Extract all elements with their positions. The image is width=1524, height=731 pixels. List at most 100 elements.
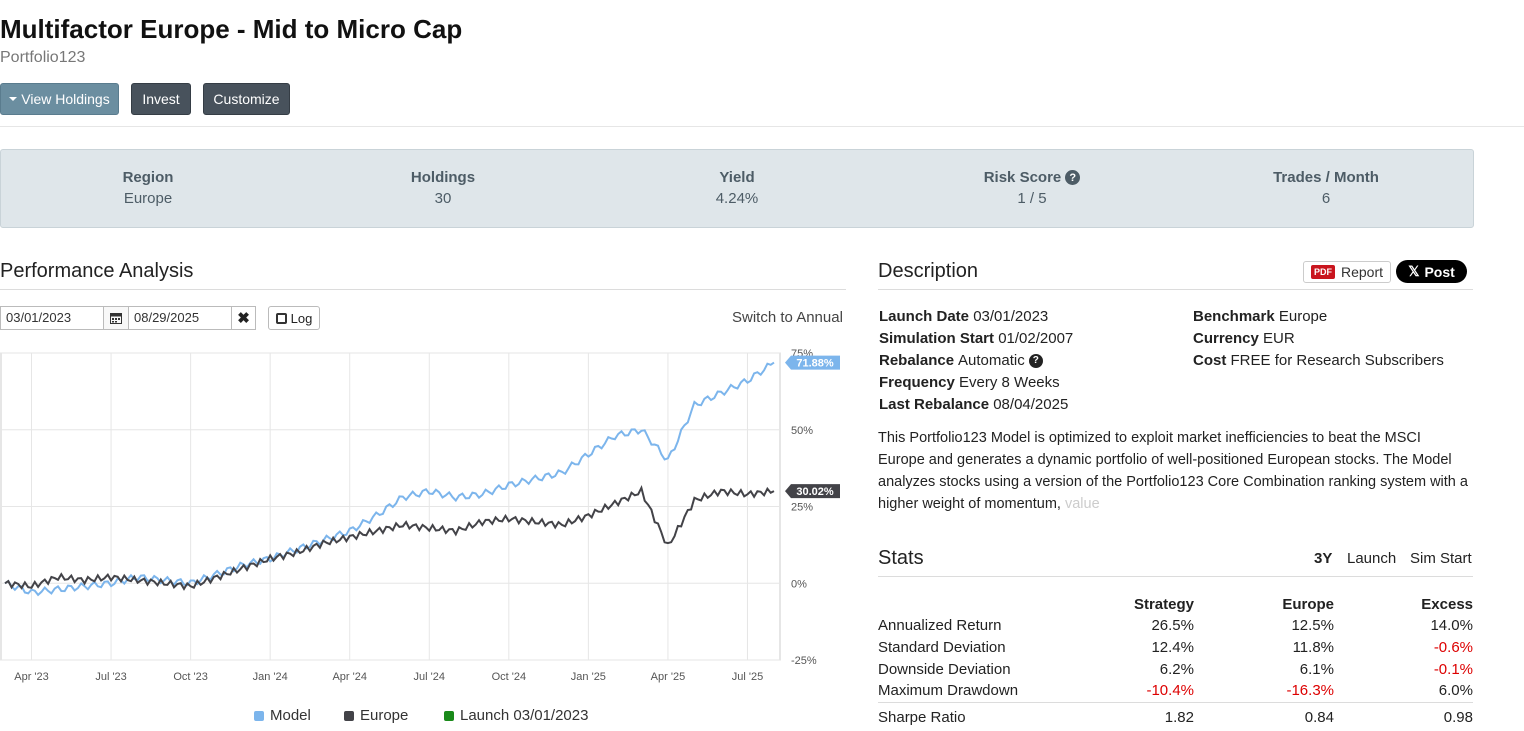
page-subtitle: Portfolio123 [0, 49, 86, 66]
post-label: Post [1424, 263, 1455, 280]
legend-item-launch[interactable]: Launch 03/01/2023 [444, 707, 588, 724]
tab-launch[interactable]: Launch [1347, 550, 1397, 567]
summary-label: Region [122, 169, 174, 186]
table-row: Annualized Return 26.5% 12.5% 14.0% [878, 614, 1473, 636]
y-tick-label: 25% [791, 502, 813, 514]
stat-value: 6.1% [1299, 660, 1334, 678]
stats-title: Stats [878, 547, 924, 569]
summary-label: Yield [719, 169, 755, 186]
performance-divider [0, 289, 846, 290]
stat-value: -0.6% [1433, 638, 1473, 656]
view-holdings-label: View Holdings [21, 91, 110, 107]
description-divider [878, 289, 1473, 290]
column-header: Europe [1282, 595, 1334, 613]
x-tick-label: Apr '24 [332, 671, 367, 683]
series-line-europe [4, 484, 775, 591]
x-tick-label: Apr '23 [14, 671, 49, 683]
stat-value: 0.98 [1334, 701, 1473, 726]
stat-label: Downside Deviation [878, 660, 1011, 678]
summary-yield: Yield 4.24% [637, 169, 837, 207]
view-holdings-button[interactable]: View Holdings [0, 83, 119, 115]
help-icon[interactable]: ? [1028, 353, 1043, 368]
rebalance-row: Rebalance Automatic? [879, 352, 1043, 369]
summary-label: Risk Score [983, 169, 1062, 186]
summary-region: Region Europe [48, 169, 248, 207]
stat-value: 6.2% [1159, 660, 1194, 678]
stat-value: -10.4% [1146, 682, 1194, 700]
currency-row: Currency EUR [1193, 330, 1295, 347]
table-row: Sharpe Ratio 1.82 0.84 0.98 [878, 701, 1473, 726]
x-tick-label: Jul '24 [414, 671, 445, 683]
header-divider [0, 126, 1524, 127]
tab-sim-start[interactable]: Sim Start [1410, 550, 1472, 567]
stat-value: 12.4% [1151, 638, 1194, 656]
legend-label: Europe [360, 707, 409, 724]
stat-label: Standard Deviation [878, 638, 1006, 656]
table-row: Downside Deviation 6.2% 6.1% -0.1% [878, 658, 1473, 680]
launch-date-row: Launch Date 03/01/2023 [879, 308, 1049, 325]
last-rebalance-row: Last Rebalance 08/04/2025 [879, 396, 1069, 413]
stats-divider [878, 576, 1473, 577]
y-tick-label: 50% [791, 425, 813, 437]
legend-swatch [254, 710, 264, 721]
summary-label: Trades / Month [1273, 169, 1379, 186]
stat-value: 12.5% [1291, 616, 1334, 634]
series-end-label: 30.02% [796, 486, 834, 498]
summary-label: Holdings [410, 169, 476, 186]
stat-value: 14.0% [1430, 616, 1473, 634]
x-post-button[interactable]: 𝕏 Post [1396, 260, 1467, 283]
clear-dates-icon[interactable]: ✖ [231, 306, 256, 330]
summary-value: 30 [434, 190, 452, 207]
stat-label: Maximum Drawdown [878, 682, 1019, 700]
x-tick-label: Jul '25 [732, 671, 763, 683]
series-end-flag [785, 355, 840, 370]
x-tick-label: Oct '24 [492, 671, 527, 683]
tab-3y[interactable]: 3Y [1314, 550, 1333, 567]
column-header: Excess [1421, 595, 1473, 613]
table-row: Maximum Drawdown -10.4% -16.3% 6.0% [878, 680, 1473, 702]
help-icon[interactable]: ? [1065, 170, 1081, 185]
checkbox-icon [275, 312, 287, 324]
benchmark-row: Benchmark Europe [1193, 308, 1328, 325]
x-tick-label: Apr '25 [651, 671, 686, 683]
stat-value: -16.3% [1286, 682, 1334, 700]
invest-button[interactable]: Invest [131, 83, 191, 115]
frequency-row: Frequency Every 8 Weeks [879, 374, 1060, 391]
legend-swatch [444, 710, 454, 721]
log-scale-toggle[interactable]: Log [268, 306, 320, 330]
x-tick-label: Jan '25 [571, 671, 606, 683]
switch-to-annual-link[interactable]: Switch to Annual [732, 309, 843, 326]
legend-item-europe[interactable]: Europe [344, 707, 408, 724]
page-title: Multifactor Europe - Mid to Micro Cap [0, 14, 463, 44]
stat-label: Annualized Return [878, 616, 1002, 634]
series-end-flag [785, 484, 840, 499]
calendar-icon[interactable] [104, 306, 128, 330]
legend-swatch [344, 710, 354, 721]
x-tick-label: Oct '23 [173, 671, 208, 683]
stat-value: 6.0% [1438, 682, 1473, 700]
stat-value: 1.82 [1118, 701, 1194, 726]
cost-row: Cost FREE for Research Subscribers [1193, 352, 1444, 369]
summary-holdings: Holdings 30 [343, 169, 543, 207]
legend-item-model[interactable]: Model [254, 707, 311, 724]
report-label: Report [1340, 264, 1384, 280]
stat-label: Sharpe Ratio [878, 701, 1118, 726]
legend-label: Launch 03/01/2023 [460, 707, 589, 724]
summary-value: 6 [1321, 190, 1331, 207]
description-text: This Portfolio123 Model is optimized to … [878, 430, 1468, 512]
caret-down-icon [9, 97, 18, 101]
simulation-start-row: Simulation Start 01/02/2007 [879, 330, 1074, 347]
customize-button[interactable]: Customize [203, 83, 290, 115]
summary-trades-month: Trades / Month 6 [1226, 169, 1426, 207]
legend-label: Model [270, 707, 311, 724]
stat-value: -0.1% [1433, 660, 1473, 678]
pdf-report-button[interactable]: PDF Report [1303, 261, 1391, 283]
start-date-input[interactable]: 03/01/2023 [0, 306, 104, 330]
summary-value: 4.24% [715, 190, 759, 207]
end-date-input[interactable]: 08/29/2025 [128, 306, 232, 330]
summary-value: 1 / 5 [1017, 190, 1047, 207]
x-logo-icon: 𝕏 [1408, 263, 1420, 279]
column-header: Strategy [1133, 595, 1194, 613]
summary-panel: Region Europe Holdings 30 Yield 4.24% Ri… [0, 149, 1474, 228]
summary-risk-score: Risk Score ? 1 / 5 [932, 169, 1132, 207]
